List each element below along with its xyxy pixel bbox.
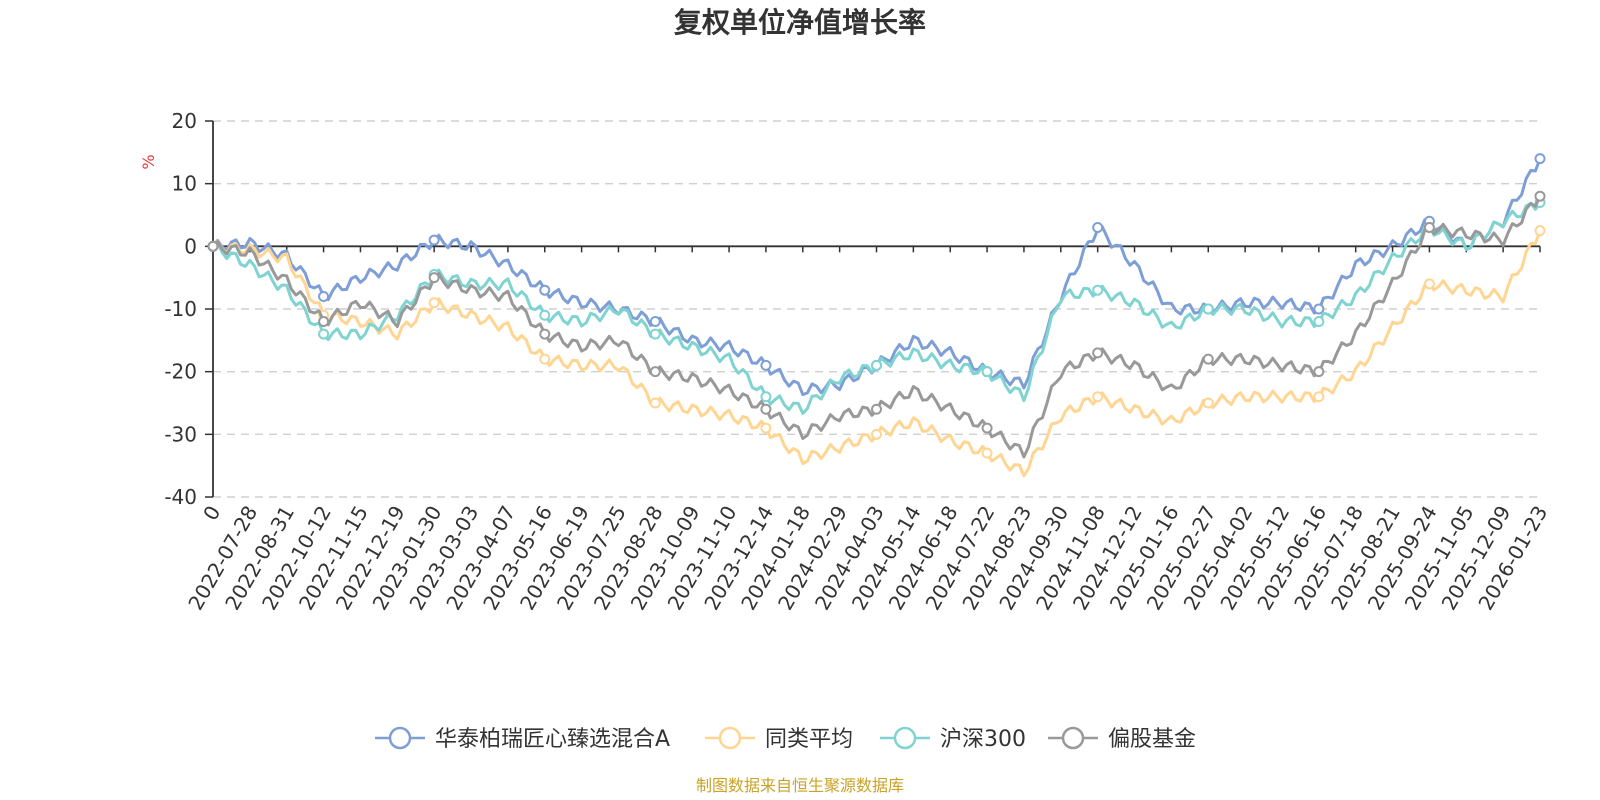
x-axis-ticks: 02022-07-282022-08-312022-10-122022-11-1…	[183, 246, 1552, 614]
y-axis-ticks: 20 10 0 -10 -20 -30 -40	[164, 109, 213, 509]
y-tick-label: 10	[172, 172, 197, 196]
legend-item-4: 偏股基金	[1048, 726, 1196, 752]
data-point	[1534, 153, 1546, 165]
data-point	[760, 359, 772, 371]
data-point	[318, 316, 330, 328]
legend-item-2: 同类平均	[705, 726, 853, 752]
series-1	[207, 153, 1546, 397]
legend-item-3: 沪深300	[880, 726, 1026, 752]
chart-title: 复权单位净值增长率	[674, 6, 926, 39]
data-point	[760, 391, 772, 403]
legend-marker	[1061, 726, 1085, 750]
data-point	[649, 397, 661, 409]
data-point	[1092, 284, 1104, 296]
data-point	[649, 328, 661, 340]
data-point	[1202, 303, 1214, 315]
data-point	[871, 403, 882, 415]
legend[interactable]: 华泰柏瑞匠心臻选混合A 同类平均 沪深300 偏股基金	[375, 726, 1196, 752]
data-point	[1092, 391, 1104, 403]
series-2	[207, 225, 1546, 478]
data-point	[1313, 366, 1325, 378]
y-tick-label: -10	[164, 297, 197, 321]
legend-item-1: 华泰柏瑞匠心臻选混合A	[375, 726, 670, 752]
series-lines	[207, 153, 1546, 478]
data-point	[760, 403, 772, 415]
series-4	[207, 190, 1546, 459]
data-point	[649, 366, 661, 378]
legend-marker	[718, 726, 742, 750]
y-tick-label: -30	[164, 422, 197, 446]
data-point	[428, 297, 440, 309]
data-point	[1092, 347, 1104, 359]
data-source-note: 制图数据来自恒生聚源数据库	[696, 776, 904, 795]
y-tick-label: 20	[172, 109, 197, 133]
series-3	[207, 196, 1546, 415]
data-point	[760, 422, 772, 434]
data-point	[318, 328, 330, 340]
legend-label: 沪深300	[940, 727, 1026, 752]
data-point	[1534, 190, 1546, 202]
data-point	[1423, 278, 1435, 290]
data-point	[871, 428, 882, 440]
data-point	[539, 309, 551, 321]
data-point	[1313, 391, 1325, 403]
data-point	[428, 272, 440, 284]
legend-label: 同类平均	[765, 727, 853, 752]
data-point	[1092, 222, 1104, 234]
data-point	[1534, 225, 1546, 237]
data-point	[649, 316, 661, 328]
data-point	[981, 422, 993, 434]
data-point	[207, 240, 219, 252]
data-point	[871, 359, 882, 371]
legend-label: 华泰柏瑞匠心臻选混合A	[435, 727, 670, 752]
data-point	[318, 290, 330, 302]
series-line	[211, 157, 1542, 397]
x-tick-label: 0	[198, 502, 225, 525]
legend-label: 偏股基金	[1108, 727, 1196, 752]
data-point	[981, 366, 993, 378]
data-point	[539, 353, 551, 365]
data-point	[539, 284, 551, 296]
data-point	[539, 328, 551, 340]
y-tick-label: -20	[164, 360, 197, 384]
y-tick-label: 0	[184, 234, 197, 258]
y-tick-label: -40	[164, 485, 197, 509]
legend-marker	[388, 726, 412, 750]
data-point	[1313, 303, 1325, 315]
data-point	[1202, 397, 1214, 409]
data-point	[1202, 353, 1214, 365]
data-point	[1313, 316, 1325, 328]
data-point	[1423, 222, 1435, 234]
data-point	[428, 234, 440, 246]
legend-marker	[893, 726, 917, 750]
data-point	[981, 447, 993, 459]
y-axis-unit: %	[139, 154, 158, 169]
